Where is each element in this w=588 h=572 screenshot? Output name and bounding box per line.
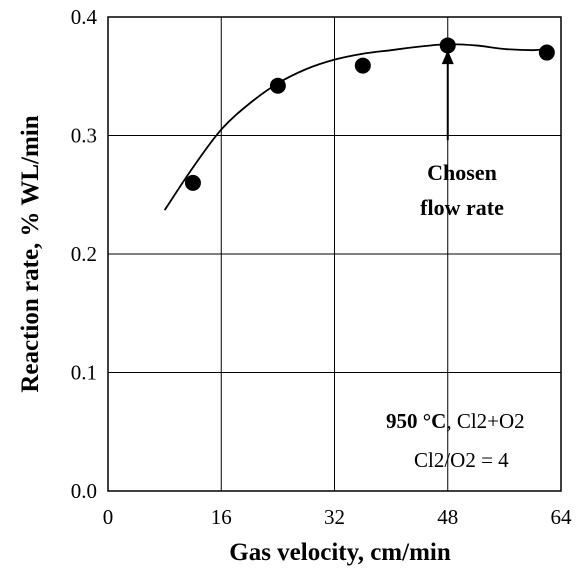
x-tick-label: 16 bbox=[211, 505, 232, 529]
x-tick-labels: 0 16 32 48 64 bbox=[103, 505, 572, 529]
data-point bbox=[354, 57, 371, 74]
data-points bbox=[184, 37, 555, 191]
y-tick-label: 0.1 bbox=[71, 361, 97, 385]
condition-gas-mix: , Cl2+O2 bbox=[446, 409, 524, 433]
condition-ratio: Cl2/O2 = 4 bbox=[414, 448, 509, 472]
y-tick-labels: 0.0 0.1 0.2 0.3 0.4 bbox=[71, 5, 98, 503]
x-tick-label: 48 bbox=[437, 505, 458, 529]
chosen-label-line2: flow rate bbox=[420, 195, 504, 220]
chosen-flow-arrow bbox=[441, 50, 454, 141]
y-tick-label: 0.2 bbox=[71, 242, 97, 266]
x-axis-label: Gas velocity, cm/min bbox=[229, 539, 451, 566]
data-point bbox=[538, 44, 555, 61]
y-axis-label: Reaction rate, % WL/min bbox=[17, 115, 44, 392]
x-tick-label: 32 bbox=[324, 505, 345, 529]
condition-temperature: 950 °C bbox=[386, 409, 446, 433]
y-tick-label: 0.0 bbox=[71, 479, 97, 503]
x-tick-label: 0 bbox=[103, 505, 114, 529]
x-tick-label: 64 bbox=[551, 505, 573, 529]
fit-curve bbox=[163, 43, 547, 211]
y-tick-label: 0.4 bbox=[71, 5, 98, 29]
data-point bbox=[439, 37, 456, 54]
y-tick-label: 0.3 bbox=[71, 124, 97, 148]
plot-frame bbox=[107, 16, 562, 492]
chosen-label-line1: Chosen bbox=[427, 160, 497, 185]
data-point bbox=[269, 77, 286, 94]
arrow-head bbox=[441, 50, 454, 65]
condition-temp-gas: 950 °C, Cl2+O2 bbox=[386, 409, 525, 433]
data-point bbox=[184, 174, 201, 191]
